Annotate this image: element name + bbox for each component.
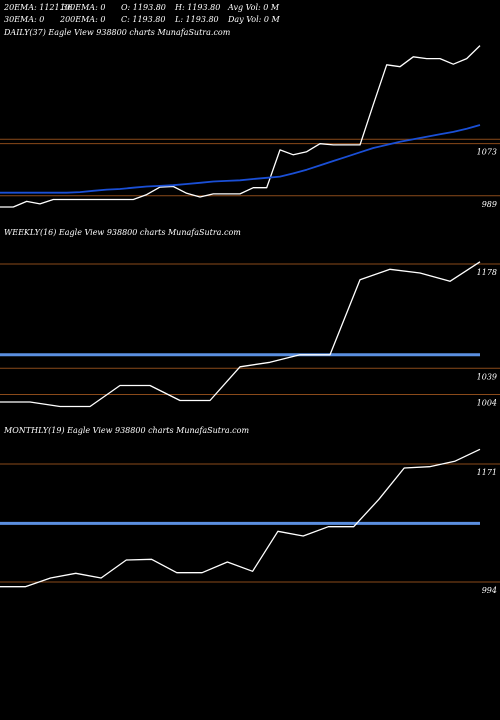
high-value: H: 1193.80 <box>175 3 221 12</box>
monthly-price-line <box>0 448 481 588</box>
monthly-chart-caption: MONTHLY(19) Eagle View 938800 charts Mun… <box>4 426 250 435</box>
ema100-value: 100EMA: 0 <box>60 3 106 12</box>
monthly-tick-label: 1171 <box>477 468 497 477</box>
daily-tick-label: 989 <box>482 200 497 209</box>
day-volume-value: Day Vol: 0 M <box>228 15 280 24</box>
low-value: L: 1193.80 <box>175 15 219 24</box>
daily-ema-line <box>0 124 481 194</box>
ema200-value: 200EMA: 0 <box>60 15 106 24</box>
ema30-value: 30EMA: 0 <box>4 15 45 24</box>
daily-tick-label: 1073 <box>477 148 497 157</box>
daily-price-chart: 1073 989 <box>0 45 500 209</box>
weekly-price-line <box>0 261 481 408</box>
avg-volume-value: Avg Vol: 0 M <box>228 3 280 12</box>
weekly-tick-label: 1039 <box>477 372 497 381</box>
monthly-tick-label: 994 <box>482 586 497 595</box>
weekly-tick-label: 1178 <box>477 268 497 277</box>
daily-chart-caption: DAILY(37) Eagle View 938800 charts Munaf… <box>4 28 231 37</box>
close-value: C: 1193.80 <box>121 15 166 24</box>
weekly-price-chart: 1178 1039 1004 <box>0 261 500 408</box>
weekly-tick-label: 1004 <box>477 399 497 408</box>
ema20-value: 20EMA: 1121.36 <box>4 3 73 12</box>
open-value: O: 1193.80 <box>121 3 166 12</box>
daily-price-line <box>0 45 481 208</box>
weekly-chart-caption: WEEKLY(16) Eagle View 938800 charts Muna… <box>4 228 241 237</box>
monthly-price-chart: 1171 994 <box>0 448 500 595</box>
